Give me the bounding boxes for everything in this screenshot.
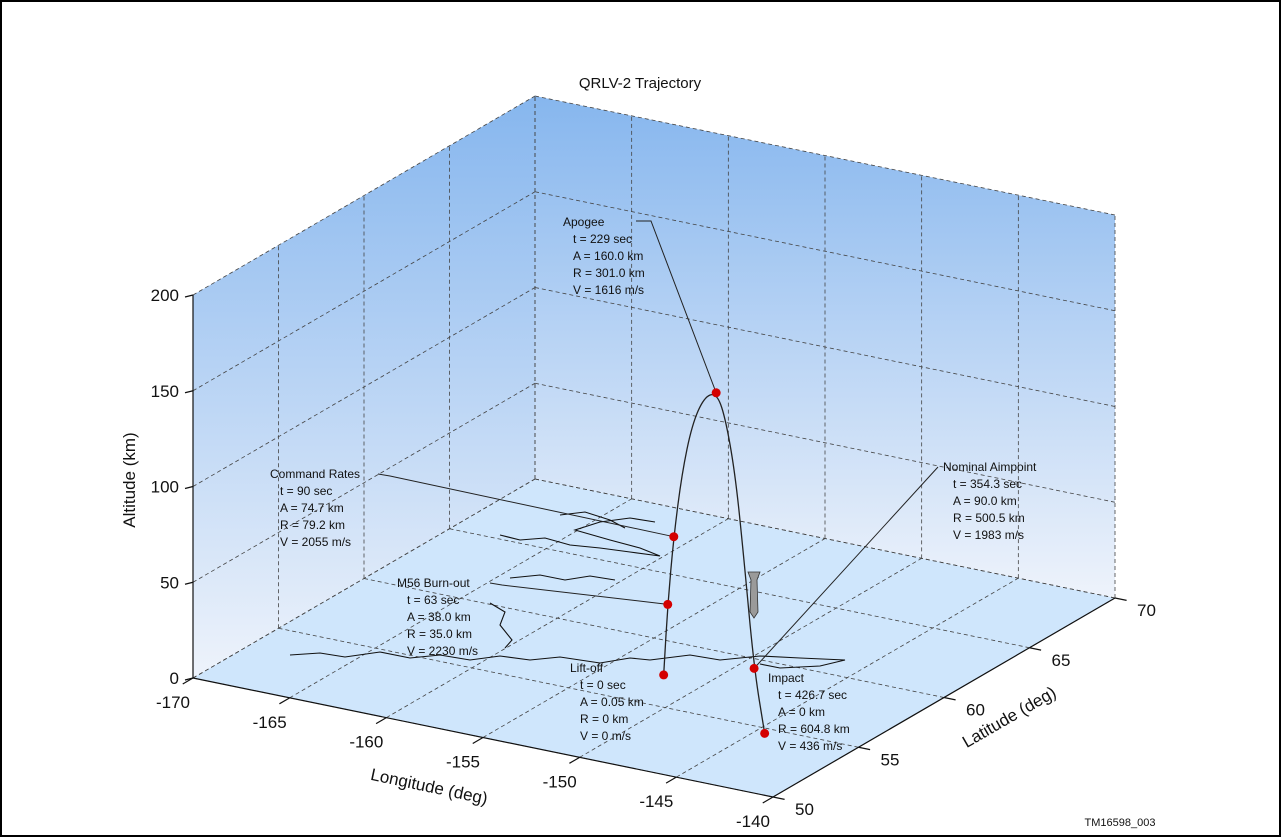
y-tick-label: 65 [1052, 651, 1071, 670]
event-marker [663, 600, 672, 609]
event-detail: A = 0 km [778, 705, 825, 719]
event-detail: R = 500.5 km [953, 511, 1025, 525]
footnote: TM16598_003 [1085, 817, 1156, 829]
chart-title: QRLV-2 Trajectory [579, 75, 702, 92]
event-detail: t = 90 sec [280, 484, 332, 498]
x-tick-label: -160 [349, 733, 383, 752]
event-marker [750, 664, 759, 673]
event-detail: A = 74.7 km [280, 501, 344, 515]
x-tick-label: -150 [543, 772, 577, 791]
event-detail: t = 229 sec [573, 232, 632, 246]
event-detail: t = 354.3 sec [953, 477, 1022, 491]
event-label: M56 Burn-out [397, 576, 470, 590]
event-label: Impact [768, 671, 805, 685]
x-tick-label: -155 [446, 753, 480, 772]
z-tick-label: 100 [151, 478, 179, 497]
x-tick-label: -165 [253, 713, 287, 732]
event-marker [669, 532, 678, 541]
event-detail: V = 1616 m/s [573, 283, 644, 297]
event-detail: R = 301.0 km [573, 266, 645, 280]
event-detail: V = 2055 m/s [280, 535, 351, 549]
event-marker [712, 388, 721, 397]
event-detail: t = 426.7 sec [778, 688, 847, 702]
event-detail: V = 1983 m/s [953, 528, 1024, 542]
event-detail: t = 0 sec [580, 678, 626, 692]
event-detail: V = 2230 m/s [407, 644, 478, 658]
y-tick-label: 60 [966, 701, 985, 720]
chart: QRLV-2 Trajectory Altitude (km) Longitud… [0, 0, 1281, 837]
event-marker [760, 729, 769, 738]
event-label: Lift-off [570, 661, 604, 675]
page: QRLV-2 Trajectory Altitude (km) Longitud… [0, 0, 1281, 837]
event-detail: R = 0 km [580, 712, 628, 726]
event-detail: A = 90.0 km [953, 494, 1017, 508]
event-detail: t = 63 sec [407, 593, 459, 607]
event-detail: A = 160.0 km [573, 249, 643, 263]
z-tick-label: 200 [151, 286, 179, 305]
x-tick-label: -140 [736, 812, 770, 831]
x-tick-label: -170 [156, 693, 190, 712]
y-tick-label: 55 [881, 750, 900, 769]
event-detail: R = 35.0 km [407, 627, 472, 641]
z-tick-label: 0 [170, 669, 179, 688]
z-tick-label: 50 [160, 573, 179, 592]
event-detail: R = 79.2 km [280, 518, 345, 532]
event-detail: V = 0 m/s [580, 729, 631, 743]
event-label: Nominal Aimpoint [943, 460, 1037, 474]
z-axis-label: Altitude (km) [120, 432, 139, 527]
z-tick-label: 150 [151, 382, 179, 401]
event-marker [659, 670, 668, 679]
event-detail: A = 0.05 km [580, 695, 644, 709]
event-label: Apogee [563, 215, 605, 229]
event-detail: A = 38.0 km [407, 610, 471, 624]
event-detail: R = 604.8 km [778, 722, 850, 736]
event-label: Command Rates [270, 467, 360, 481]
y-tick-label: 50 [795, 800, 814, 819]
event-detail: V = 436 m/s [778, 739, 842, 753]
x-tick-label: -145 [639, 792, 673, 811]
y-tick-label: 70 [1137, 601, 1156, 620]
